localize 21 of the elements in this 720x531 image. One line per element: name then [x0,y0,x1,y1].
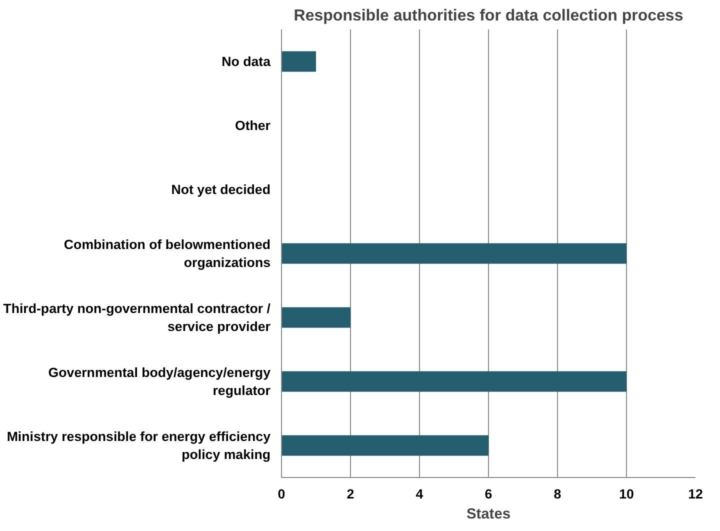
y-tick-label: Combination of belowmentioned organizations [64,237,271,270]
x-tick-label: 6 [484,486,492,502]
bar [282,435,488,456]
y-tick-label: Ministry responsible for energy efficiency policy making [6,429,272,462]
x-tick-label: 8 [554,486,562,502]
y-tick-label: No data [222,54,272,69]
y-tick-label: Third-party non-governmental contractor / service provider [3,301,271,334]
y-tick-label: Governmental body/agency/energy regulator [48,365,272,398]
x-tick-label: 4 [416,486,424,502]
y-tick-label: Not yet decided [171,182,271,197]
x-tick-label: 0 [278,486,286,502]
y-tick-label: Other [234,118,270,133]
bar [282,307,350,328]
x-tick-label: 12 [688,486,703,502]
bar [282,51,316,72]
x-axis-title: States [466,506,511,522]
chart-title: Responsible authorities for data collection process [294,8,684,24]
x-tick-label: 10 [619,486,634,502]
bar [282,243,626,264]
x-tick-label: 2 [346,486,354,502]
bar [282,371,626,392]
